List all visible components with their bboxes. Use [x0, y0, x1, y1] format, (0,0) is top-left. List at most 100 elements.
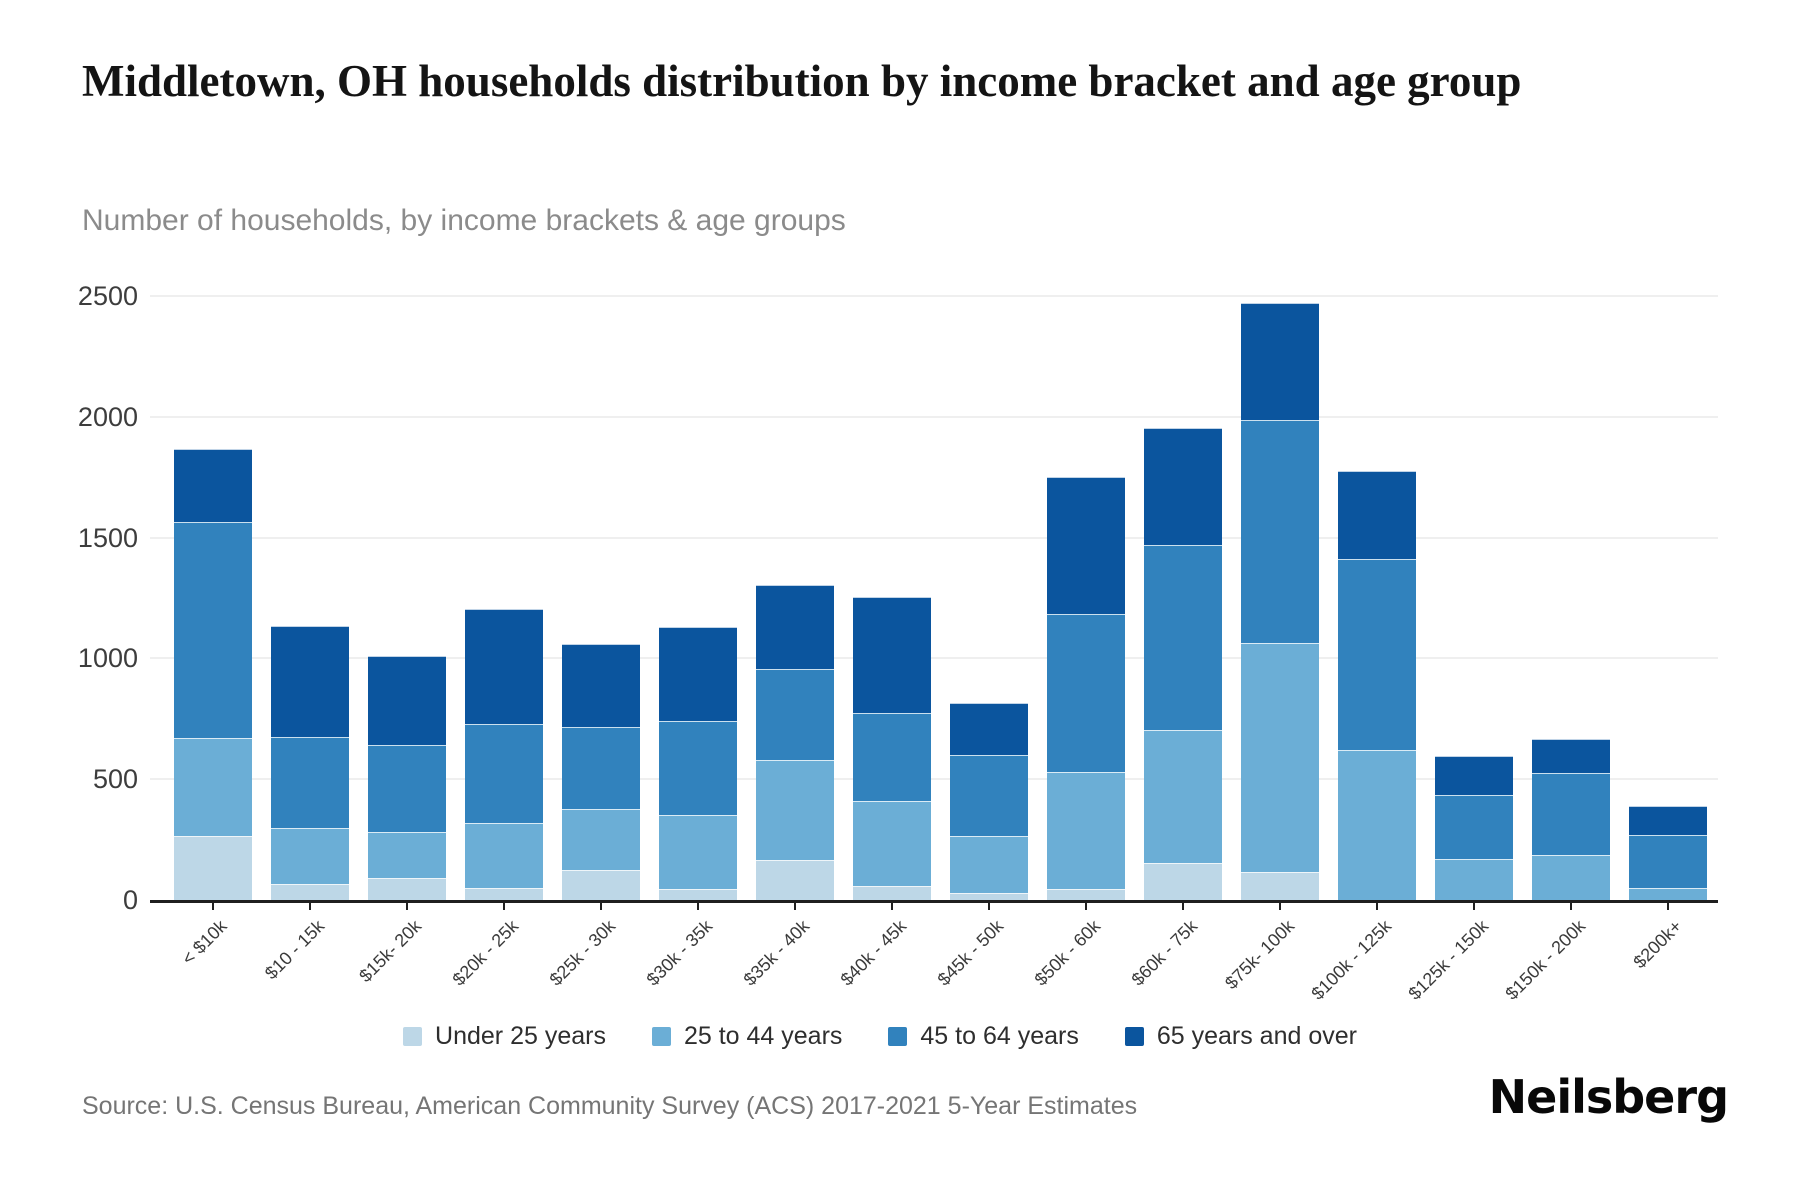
y-axis-tick-label: 0 — [122, 885, 138, 915]
bar-segment — [756, 759, 834, 861]
x-axis-tick-label: $50k - 60k — [1030, 916, 1105, 990]
bar-segment — [271, 625, 349, 737]
bar-$100k - 125k — [1338, 471, 1416, 900]
bar-$45k - 50k — [950, 703, 1028, 900]
legend-label: 65 years and over — [1156, 1022, 1357, 1050]
x-axis-tick-label: $125k - 150k — [1404, 916, 1493, 1004]
bar-segment — [271, 736, 349, 828]
chart-title: Middletown, OH households distribution b… — [82, 56, 1522, 106]
x-axis-tick-label: $100k - 125k — [1307, 916, 1396, 1004]
legend-item: 65 years and over — [1124, 1022, 1357, 1051]
x-axis-tick-label: $30k - 35k — [642, 916, 717, 990]
bar-segment — [1047, 889, 1125, 900]
bar-segment — [1338, 559, 1416, 751]
bar-segment — [659, 889, 737, 900]
legend-swatch-icon — [1124, 1027, 1144, 1046]
bar-segment — [465, 887, 543, 900]
bar-segment — [562, 643, 640, 728]
x-axis-tick — [1279, 902, 1281, 910]
bar-segment — [1435, 756, 1513, 795]
bar-$75k- 100k — [1241, 303, 1319, 900]
legend-swatch-icon — [403, 1027, 423, 1046]
bar-segment — [1144, 862, 1222, 900]
bar-< $10k — [174, 449, 252, 900]
x-axis-tick-label: $150k - 200k — [1501, 916, 1590, 1004]
bar-segment — [1241, 642, 1319, 873]
bar-segment — [853, 596, 931, 713]
bar-segment — [950, 892, 1028, 900]
bar-segment — [950, 835, 1028, 893]
gridline — [150, 295, 1718, 297]
bar-segment — [1241, 872, 1319, 900]
x-axis-tick-label: $45k - 50k — [933, 916, 1008, 990]
bar-segment — [756, 669, 834, 760]
x-axis-tick — [600, 902, 602, 910]
bar-segment — [562, 809, 640, 870]
bar-segment — [853, 800, 931, 886]
bar-segment — [174, 738, 252, 836]
bar-segment — [562, 869, 640, 900]
bar-segment — [950, 703, 1028, 756]
source-note: Source: U.S. Census Bureau, American Com… — [82, 1092, 1138, 1120]
bar-segment — [1435, 794, 1513, 859]
bar-segment — [1241, 303, 1319, 421]
x-axis-tick — [697, 902, 699, 910]
bar-segment — [465, 822, 543, 888]
bar-segment — [1532, 739, 1610, 774]
bar-segment — [1144, 729, 1222, 863]
bar-segment — [174, 835, 252, 900]
bar-$30k - 35k — [659, 626, 737, 900]
legend-item: 45 to 64 years — [888, 1022, 1079, 1051]
x-axis-tick — [503, 902, 505, 910]
bar-segment — [1047, 477, 1125, 614]
legend-label: 25 to 44 years — [683, 1022, 843, 1050]
bar-segment — [1629, 834, 1707, 888]
y-axis-tick-label: 1000 — [77, 643, 138, 674]
bar-$125k - 150k — [1435, 756, 1513, 900]
bar-segment — [1047, 771, 1125, 890]
bar-$15k- 20k — [368, 655, 446, 900]
bar-segment — [465, 723, 543, 823]
x-axis-tick — [309, 902, 311, 910]
x-axis-tick-label: $200k+ — [1629, 916, 1687, 973]
x-axis-tick-label: $10 - 15k — [260, 916, 329, 984]
bar-segment — [271, 827, 349, 885]
bar-segment — [659, 626, 737, 722]
bar-segment — [1144, 544, 1222, 730]
gridline — [150, 657, 1718, 660]
bar-$40k - 45k — [853, 596, 931, 900]
bar-segment — [853, 712, 931, 801]
bar-segment — [271, 884, 349, 900]
bar-segment — [368, 655, 446, 746]
x-axis-tick-label: $15k- 20k — [355, 916, 426, 987]
x-axis-tick — [406, 902, 408, 910]
bar-segment — [756, 584, 834, 670]
bar-segment — [756, 860, 834, 900]
x-axis-tick — [988, 902, 990, 910]
y-axis-tick-label: 2000 — [77, 401, 138, 432]
neilsberg-logo: Neilsberg — [1488, 1070, 1729, 1124]
bar-segment — [1338, 471, 1416, 560]
bar-segment — [1241, 420, 1319, 643]
bar-$60k - 75k — [1144, 427, 1222, 900]
x-axis-tick — [1085, 902, 1087, 910]
bar-$200k+ — [1629, 805, 1707, 900]
legend-item: 25 to 44 years — [651, 1022, 843, 1051]
bar-segment — [659, 721, 737, 816]
x-axis-tick — [212, 902, 214, 910]
x-axis-tick — [1473, 902, 1475, 910]
gridline — [150, 536, 1718, 539]
x-axis-tick-label: $20k - 25k — [448, 916, 523, 990]
bar-segment — [1435, 858, 1513, 900]
bar-$35k - 40k — [756, 584, 834, 900]
y-axis-tick-label: 1500 — [77, 522, 138, 553]
bar-segment — [465, 608, 543, 724]
legend-label: 45 to 64 years — [920, 1022, 1079, 1050]
chart-legend: Under 25 years 25 to 44 years 45 to 64 yea… — [0, 1022, 1760, 1051]
bar-segment — [1532, 773, 1610, 856]
y-axis-tick-label: 500 — [92, 764, 138, 795]
bar-$50k - 60k — [1047, 477, 1125, 900]
bar-segment — [853, 885, 931, 900]
bar-segment — [368, 832, 446, 879]
